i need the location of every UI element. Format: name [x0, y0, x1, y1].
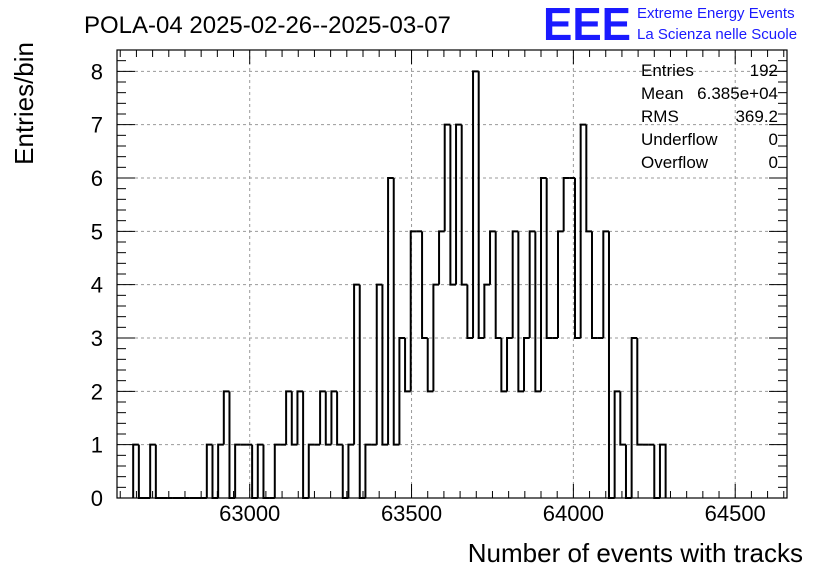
histogram-bin	[256, 443, 264, 498]
histogram-bin	[398, 337, 406, 445]
histogram-bin	[336, 391, 343, 446]
histogram-bin	[432, 283, 440, 392]
stats-mean-label: Mean	[641, 84, 684, 103]
histogram-bin	[466, 284, 474, 339]
histogram-bin	[353, 283, 360, 445]
histogram-bin	[602, 230, 609, 338]
histogram-bin	[562, 177, 570, 232]
stats-rms-label: RMS	[641, 107, 679, 126]
histogram-bin	[658, 443, 667, 498]
histogram-bin	[477, 71, 485, 339]
histogram-bin	[449, 124, 457, 286]
histogram-bin	[285, 390, 292, 445]
histogram-bin	[149, 443, 156, 498]
histogram-bin	[364, 443, 372, 498]
histogram-bin	[273, 443, 281, 498]
histogram-bin	[330, 390, 338, 445]
histogram-bin	[483, 283, 491, 338]
y-tick-label: 2	[91, 379, 103, 404]
x-tick-label: 63500	[381, 501, 442, 526]
eee-logo-mark: EEE	[543, 0, 631, 50]
histogram-bin	[347, 443, 355, 498]
histogram-bin	[426, 338, 434, 393]
y-tick-label: 7	[91, 113, 103, 138]
histogram-bin	[534, 231, 542, 393]
histogram-bin	[500, 338, 508, 393]
histogram-bin	[573, 178, 581, 339]
histogram-bin	[205, 443, 213, 498]
tick-labels: 63000 63500 64000 64500 0 1 2 3 4 5 6 7 8	[91, 59, 766, 526]
stats-underflow-value: 0	[769, 130, 778, 149]
stats-entries-label: Entries	[641, 61, 694, 80]
histogram-bin	[506, 337, 513, 392]
histogram-bin	[296, 390, 304, 445]
stats-mean-value: 6.385e+04	[697, 84, 778, 103]
histogram-bin	[630, 337, 638, 498]
y-tick-label: 8	[91, 59, 103, 84]
stats-overflow-value: 0	[769, 153, 778, 172]
histogram-bin	[404, 338, 411, 393]
histogram-bin	[375, 283, 383, 445]
histogram-bin	[307, 443, 315, 498]
grid	[117, 50, 787, 498]
histogram-bin	[154, 444, 162, 499]
histogram-bin	[590, 231, 598, 339]
histogram-bin	[409, 230, 417, 392]
histogram-bin	[489, 230, 496, 285]
stats-rms-value: 369.2	[735, 107, 778, 126]
axis-ticks	[117, 49, 787, 499]
histogram-bin	[262, 444, 270, 499]
histogram-bin	[137, 444, 145, 499]
histogram-bin	[528, 230, 536, 338]
y-axis-label: Entries/bin	[9, 42, 39, 165]
histogram-bin	[421, 231, 428, 339]
stats-entries-value: 192	[750, 61, 778, 80]
histogram-bin	[460, 124, 468, 286]
histogram-bin	[585, 124, 592, 233]
y-tick-label: 0	[91, 486, 103, 511]
histogram-bin	[324, 391, 332, 446]
histogram-bin	[540, 177, 547, 392]
histogram-bin	[443, 123, 451, 232]
eee-logo: EEE Extreme Energy Events La Scienza nel…	[543, 0, 797, 50]
histogram-bin	[619, 391, 626, 446]
histogram-bin	[438, 230, 445, 285]
x-tick-label: 64500	[705, 501, 766, 526]
histogram-bin	[381, 284, 389, 446]
y-tick-label: 3	[91, 326, 103, 351]
histogram-bin	[545, 178, 553, 339]
histogram-bin	[494, 231, 502, 339]
y-tick-label: 4	[91, 273, 103, 298]
histogram-bin	[517, 231, 525, 393]
histogram-bin	[613, 390, 621, 498]
histogram-bin	[392, 178, 400, 446]
histogram-bin	[557, 230, 564, 338]
histogram-bin	[319, 390, 326, 445]
histogram-bin	[579, 123, 587, 338]
y-tick-label: 1	[91, 433, 103, 458]
histogram-bin	[523, 337, 530, 392]
plot-frame	[116, 49, 788, 499]
histogram-bin	[387, 177, 394, 445]
histogram-bin	[217, 443, 224, 498]
eee-logo-line2: La Scienza nelle Scuole	[637, 26, 797, 43]
histogram-bin	[636, 338, 643, 446]
stats-overflow-label: Overflow	[641, 153, 709, 172]
histogram-bin	[290, 391, 298, 446]
x-tick-label: 64000	[543, 501, 604, 526]
histogram-bin	[511, 230, 519, 338]
y-tick-label: 5	[91, 219, 103, 244]
y-tick-label: 6	[91, 166, 103, 191]
x-tick-label: 63000	[219, 501, 280, 526]
histogram-bin	[472, 70, 479, 338]
histogram-bin	[455, 123, 462, 285]
stats-underflow-label: Underflow	[641, 130, 718, 149]
x-axis-label: Number of events with tracks	[468, 538, 803, 568]
stats-box: Entries 192 Mean 6.385e+04 RMS 369.2 Und…	[641, 61, 778, 172]
histogram-bin	[234, 443, 241, 498]
chart-title: POLA-04 2025-02-26--2025-03-07	[84, 12, 451, 39]
eee-logo-line1: Extreme Energy Events	[637, 5, 795, 22]
histogram-bin	[222, 390, 230, 445]
